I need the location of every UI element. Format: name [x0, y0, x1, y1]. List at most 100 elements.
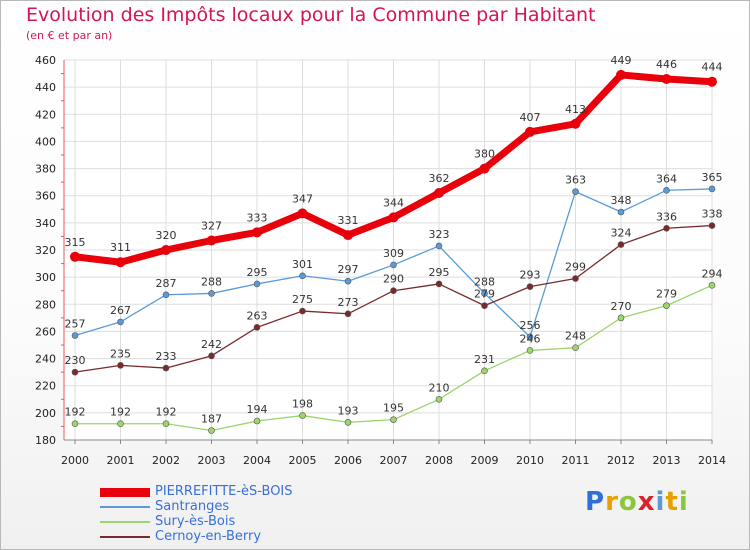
logo-letter: t: [665, 487, 679, 517]
data-label: 275: [292, 293, 313, 306]
data-point: [663, 186, 670, 194]
data-point: [299, 272, 306, 280]
x-tick-label: 2010: [516, 454, 544, 467]
data-point: [526, 283, 534, 290]
data-label: 324: [611, 227, 632, 240]
data-label: 336: [656, 210, 677, 223]
data-label: 301: [292, 258, 313, 271]
x-tick-label: 2000: [61, 454, 89, 467]
data-label: 348: [611, 194, 632, 207]
data-label: 290: [383, 273, 404, 286]
data-label: 320: [156, 229, 177, 242]
data-label: 299: [565, 261, 586, 274]
data-point: [115, 257, 126, 268]
data-point: [344, 419, 352, 426]
data-label: 230: [65, 354, 86, 367]
x-tick-label: 2007: [380, 454, 408, 467]
data-label: 323: [429, 228, 450, 241]
data-point: [525, 126, 535, 137]
data-point: [481, 302, 488, 309]
data-point: [481, 367, 488, 375]
data-point: [435, 242, 443, 250]
data-point: [526, 347, 534, 354]
y-tick-label: 220: [35, 380, 56, 393]
legend-swatch: [100, 521, 150, 523]
y-tick-label: 420: [35, 108, 56, 121]
data-point: [708, 222, 716, 229]
data-point: [617, 314, 625, 322]
y-tick-label: 400: [35, 135, 56, 148]
y-tick-label: 300: [35, 271, 56, 284]
proxiti-logo: Proxiti: [585, 487, 689, 517]
logo-letter: P: [585, 487, 606, 517]
data-label: 407: [520, 111, 541, 124]
legend-label: PIERREFITTE-èS-BOIS: [155, 484, 293, 499]
legend-swatch: [100, 506, 150, 508]
data-label: 267: [110, 304, 131, 317]
logo-letter: r: [605, 487, 619, 517]
data-point: [208, 352, 215, 360]
y-tick-label: 240: [35, 353, 56, 366]
data-label: 233: [156, 350, 177, 363]
y-tick-label: 260: [35, 325, 56, 338]
x-tick-label: 2011: [562, 454, 590, 467]
y-tick-label: 200: [35, 407, 56, 420]
data-point: [117, 362, 124, 369]
data-point: [162, 420, 170, 428]
data-point: [572, 188, 579, 195]
data-label: 364: [656, 172, 677, 185]
data-point: [390, 287, 397, 295]
data-point: [570, 118, 581, 129]
data-label: 338: [702, 208, 723, 221]
data-label: 288: [474, 275, 495, 288]
legend-label: Santranges: [155, 499, 230, 514]
chart-subtitle: (en € et par an): [26, 29, 113, 42]
logo-letter: i: [678, 487, 689, 517]
data-point: [663, 224, 670, 232]
data-label: 193: [338, 404, 359, 417]
data-point: [708, 281, 716, 289]
data-label: 192: [156, 406, 177, 419]
data-point: [162, 291, 170, 299]
data-point: [343, 230, 353, 241]
data-label: 242: [201, 338, 222, 351]
data-label: 311: [110, 241, 131, 254]
data-point: [208, 290, 215, 297]
data-label: 327: [201, 220, 222, 233]
data-point: [707, 76, 717, 87]
data-point: [206, 235, 217, 246]
data-label: 198: [292, 398, 313, 411]
logo-letter: i: [655, 487, 666, 517]
data-point: [481, 290, 488, 297]
data-label: 279: [656, 288, 677, 301]
data-point: [299, 307, 306, 315]
data-point: [526, 333, 534, 341]
data-label: 380: [474, 148, 495, 161]
data-label: 365: [702, 171, 723, 184]
data-point: [434, 188, 444, 198]
data-point: [435, 395, 443, 403]
data-point: [117, 420, 124, 428]
data-point: [252, 227, 262, 238]
y-tick-label: 380: [35, 163, 56, 176]
data-label: 231: [474, 353, 495, 366]
data-label: 362: [429, 172, 450, 185]
y-tick-label: 360: [35, 190, 56, 203]
data-point: [344, 277, 352, 285]
data-label: 293: [520, 269, 541, 282]
data-point: [162, 364, 170, 372]
x-tick-label: 2013: [653, 454, 681, 467]
data-point: [617, 208, 625, 216]
data-point: [617, 241, 625, 248]
data-label: 449: [611, 54, 632, 67]
data-label: 194: [247, 403, 268, 416]
chart-title: Evolution des Impôts locaux pour la Comm…: [26, 4, 596, 26]
data-point: [71, 332, 79, 339]
data-point: [661, 74, 672, 84]
data-label: 309: [383, 247, 404, 260]
data-label: 187: [201, 413, 222, 426]
legend-swatch: [100, 487, 150, 497]
data-label: 444: [702, 61, 723, 74]
data-label: 446: [656, 58, 677, 71]
data-point: [390, 261, 397, 269]
